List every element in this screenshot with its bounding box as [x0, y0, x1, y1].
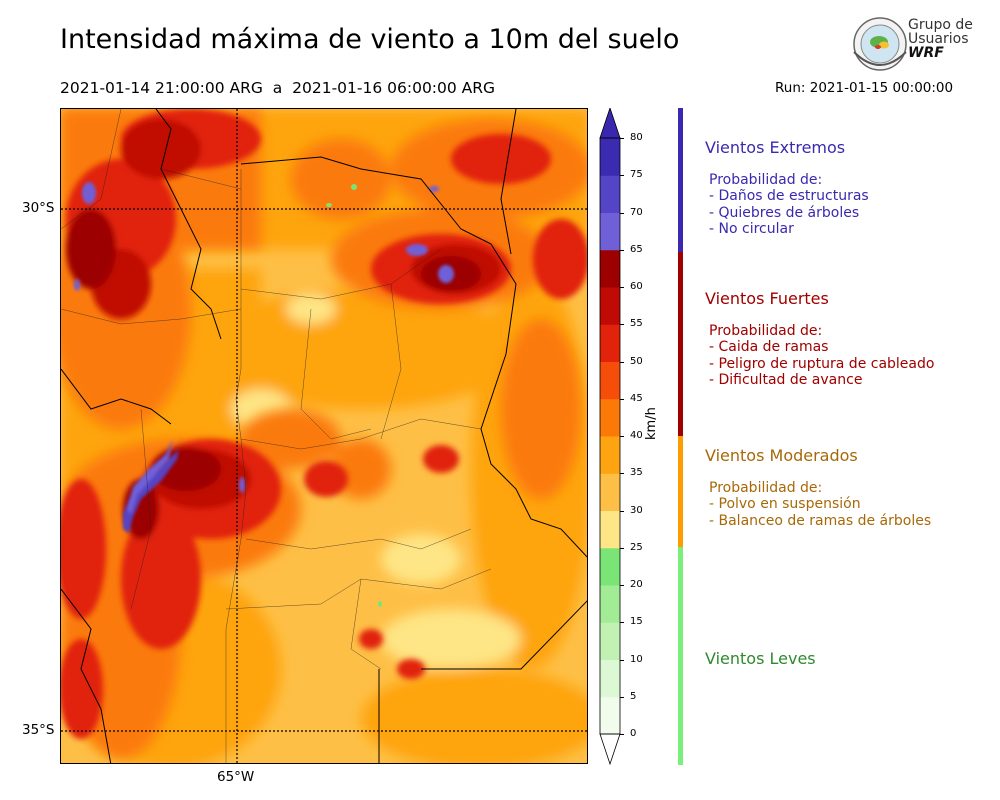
- colorbar-tick-mark: [620, 510, 624, 512]
- colorbar-tick-mark: [620, 547, 624, 549]
- colorbar-tick-mark: [620, 287, 624, 288]
- colorbar-swatch: [600, 696, 620, 735]
- band-strong: [678, 252, 683, 436]
- colorbar-tick-label: 60: [630, 281, 643, 292]
- colorbar-swatch: [600, 622, 620, 660]
- colorbar-swatch: [600, 547, 620, 586]
- colorbar-tick-mark: [620, 212, 624, 214]
- wind-field-very-strong: [61, 109, 587, 739]
- colorbar-swatch: [600, 361, 620, 400]
- colorbar-tick-mark: [620, 473, 624, 475]
- colorbar-swatch: [600, 287, 620, 325]
- colorbar-tick-mark: [620, 734, 624, 735]
- colorbar-tick-label: 65: [630, 243, 643, 255]
- wind-map-canvas: [61, 109, 587, 763]
- colorbar-tick-mark: [620, 175, 624, 177]
- lat-label-35s: 35°S: [22, 722, 55, 738]
- logo-text: Grupo de Usuarios WRF: [908, 18, 973, 60]
- colorbar-tick-label: 20: [630, 579, 643, 590]
- colorbar-tick-label: 55: [630, 318, 643, 330]
- category-extreme-body: Probabilidad de: - Daños de estructuras …: [709, 172, 869, 237]
- logo-line-1: Grupo de: [908, 17, 973, 33]
- chart-title: Intensidad máxima de viento a 10m del su…: [60, 24, 680, 55]
- category-extreme-item: - Quiebres de árboles: [709, 204, 860, 221]
- wrf-logo-icon: [853, 17, 907, 71]
- category-light-title: Vientos Leves: [705, 649, 816, 668]
- colorbar-swatch: [600, 585, 620, 623]
- colorbar-tick-label: 50: [630, 355, 643, 367]
- colorbar-swatch: [600, 249, 620, 288]
- logo-line-2: Usuarios: [908, 31, 969, 47]
- colorbar-tick-mark: [620, 324, 624, 326]
- colorbar-svg: [599, 106, 621, 766]
- colorbar-tick-mark: [620, 622, 624, 624]
- category-strong-item: - Dificultad de avance: [709, 371, 863, 388]
- colorbar-swatches: [599, 106, 621, 766]
- colorbar-swatch: [600, 510, 620, 549]
- category-strong-item: - Peligro de ruptura de cableado: [709, 355, 935, 372]
- colorbar-swatch: [600, 398, 620, 437]
- band-moderate: [678, 436, 683, 547]
- colorbar-extend-max: [599, 106, 621, 139]
- colorbar-unit-label: km/h: [644, 407, 659, 440]
- colorbar-swatch: [600, 436, 620, 474]
- category-moderate-item: - Balanceo de ramas de árboles: [709, 512, 932, 529]
- category-strong-title: Vientos Fuertes: [705, 289, 829, 308]
- colorbar-tick-mark: [620, 659, 624, 661]
- colorbar-tick-mark: [620, 696, 624, 698]
- wind-map: [60, 108, 588, 764]
- colorbar-tick-label: 75: [630, 169, 643, 181]
- colorbar-swatch: [600, 659, 620, 698]
- category-extreme-title: Vientos Extremos: [705, 138, 846, 157]
- colorbar-swatch: [600, 324, 620, 362]
- category-strong-item: - Caida de ramas: [709, 339, 829, 356]
- colorbar-tick-label: 10: [630, 653, 643, 665]
- category-moderate-lead: Probabilidad de:: [709, 480, 823, 496]
- colorbar-tick-label: 15: [630, 616, 643, 628]
- colorbar-tick-label: 35: [630, 467, 643, 479]
- colorbar-tick-label: 80: [630, 132, 643, 143]
- colorbar-extend-min: [599, 733, 621, 766]
- band-extreme: [678, 108, 683, 252]
- colorbar-swatch: [600, 212, 620, 251]
- colorbar-tick-mark: [620, 585, 624, 586]
- wind-field-light: [326, 184, 382, 607]
- colorbar-swatch: [600, 473, 620, 511]
- colorbar-swatch: [600, 138, 620, 176]
- colorbar-tick-label: 70: [630, 206, 643, 218]
- colorbar: 80 75 70 65 60 55 50 45 40 35 30 25 20 15 10 5 0: [598, 106, 658, 768]
- colorbar-tick-label: 40: [630, 430, 643, 441]
- lat-label-30s: 30°S: [22, 200, 55, 216]
- category-extreme-lead: Probabilidad de:: [709, 172, 823, 188]
- forecast-period: 2021-01-14 21:00:00 ARG a 2021-01-16 06:…: [60, 79, 496, 97]
- country-borders: [61, 109, 587, 763]
- colorbar-tick-mark: [620, 398, 624, 400]
- colorbar-tick-label: 25: [630, 541, 643, 553]
- category-strong-lead: Probabilidad de:: [709, 323, 823, 339]
- run-time: Run: 2021-01-15 00:00:00: [775, 80, 954, 96]
- logo-line-3: WRF: [908, 45, 944, 61]
- colorbar-tick-label: 0: [630, 728, 637, 739]
- colorbar-tick-mark: [620, 361, 624, 363]
- category-strong-body: Probabilidad de: - Caida de ramas - Peli…: [709, 323, 934, 388]
- colorbar-tick-mark: [620, 436, 624, 437]
- colorbar-tick-mark: [620, 249, 624, 251]
- lon-label-65w: 65°W: [217, 769, 255, 785]
- band-light: [678, 547, 683, 765]
- category-moderate-body: Probabilidad de: - Polvo en suspensión -…: [709, 480, 931, 529]
- colorbar-tick-label: 5: [630, 690, 637, 702]
- colorbar-tick-label: 45: [630, 392, 643, 404]
- category-moderate-item: - Polvo en suspensión: [709, 496, 861, 513]
- colorbar-tick-mark: [620, 138, 624, 139]
- province-borders: [61, 109, 492, 763]
- wind-field-extreme: [74, 182, 454, 533]
- colorbar-tick-label: 30: [630, 504, 643, 516]
- category-extreme-item: - No circular: [709, 220, 794, 237]
- gridlines: [61, 109, 587, 763]
- category-moderate-title: Vientos Moderados: [705, 446, 858, 465]
- colorbar-swatch: [600, 175, 620, 213]
- category-extreme-item: - Daños de estructuras: [709, 188, 869, 205]
